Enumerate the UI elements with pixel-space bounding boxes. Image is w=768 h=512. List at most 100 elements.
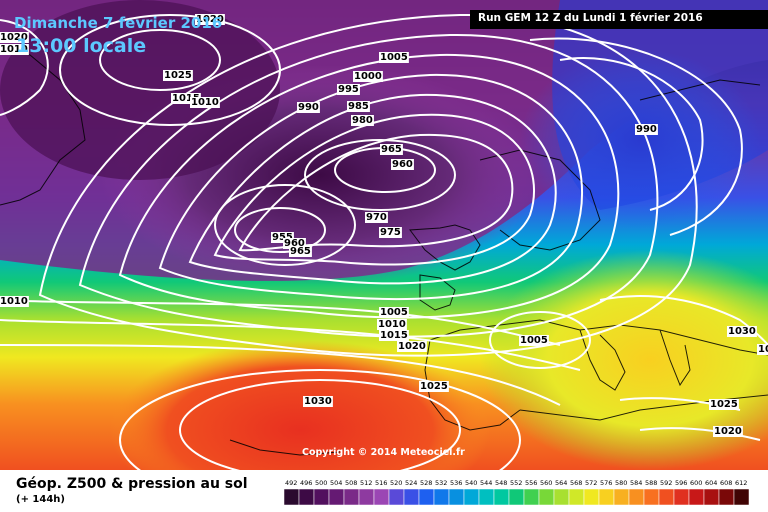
run-info: Run GEM 12 Z du Lundi 1 février 2016: [478, 12, 703, 24]
legend-swatch: [538, 488, 555, 506]
isobar-label: 985: [348, 101, 369, 112]
legend-swatch: [733, 488, 750, 506]
isobar-label-bg: [289, 246, 312, 257]
isobar-label: 1020: [758, 344, 768, 355]
isobar-label-bg: [379, 307, 409, 318]
legend-swatch: [493, 488, 510, 506]
isobar-lines: [0, 13, 768, 470]
legend-tick-label: 600: [690, 479, 702, 487]
legend-swatch: [313, 488, 330, 506]
isobar-label-bg: [397, 341, 427, 352]
isobar-label: 1020: [0, 32, 28, 43]
copyright: Copyright © 2014 Meteociel.fr: [302, 447, 465, 458]
legend-tick-label: 500: [315, 479, 327, 487]
isobar-label: 995: [338, 84, 359, 95]
isobar-label: 1025: [710, 399, 738, 410]
isobar-label-bg: [195, 14, 225, 25]
sw-high-shade: [110, 340, 490, 470]
isobar-label-bg: [353, 71, 383, 82]
legend-swatch: [298, 488, 315, 506]
isobar-label: 1005: [520, 335, 548, 346]
legend-swatch: [613, 488, 630, 506]
isobar-label: 955: [272, 232, 293, 243]
legend-swatch: [553, 488, 570, 506]
isobar-label: 1015: [380, 330, 408, 341]
legend-tick-label: 520: [390, 479, 402, 487]
legend-swatch: [388, 488, 405, 506]
legend-tick-label: 576: [600, 479, 612, 487]
isobar-label: 1020: [398, 341, 426, 352]
legend-swatch: [343, 488, 360, 506]
isobar-label-bg: [709, 399, 739, 410]
isobar-label-bg: [713, 426, 743, 437]
isobar-label-bg: [190, 97, 220, 108]
isobar-label-bg: [519, 335, 549, 346]
isobar-label: 1010: [0, 44, 28, 55]
isobar-label: 1025: [164, 70, 192, 81]
weather-map: 1020 1025 1005 1000 995 990 985 980 965 …: [0, 0, 768, 470]
isobar-label: 975: [380, 227, 401, 238]
legend-tick-label: 604: [705, 479, 717, 487]
isobar-label: 1025: [420, 381, 448, 392]
isobar-label-bg: [0, 44, 29, 55]
legend-tick-label: 596: [675, 479, 687, 487]
legend-tick-label: 568: [570, 479, 582, 487]
isobar-label-bg: [419, 381, 449, 392]
legend-swatch: [658, 488, 675, 506]
isobar-labels: 1020 1025 1005 1000 995 990 985 980 965 …: [0, 14, 768, 437]
legend-swatch: [508, 488, 525, 506]
legend-tick-label: 564: [555, 479, 567, 487]
isobar-label: 960: [284, 238, 305, 249]
isobar-label-bg: [337, 84, 360, 95]
isobar-label-bg: [380, 144, 403, 155]
isobar-label-bg: [379, 227, 402, 238]
legend-tick-label: 516: [375, 479, 387, 487]
isobar-label-bg: [351, 115, 374, 126]
legend-tick-label: 552: [510, 479, 522, 487]
forecast-time: 13:00 locale: [16, 35, 147, 57]
ne-blue-core: [520, 50, 760, 230]
legend-swatches: [284, 488, 750, 506]
isobar-label-bg: [283, 238, 306, 249]
isobar-label: 1005: [380, 52, 408, 63]
legend-tick-label: 528: [420, 479, 432, 487]
legend-tick-label: 560: [540, 479, 552, 487]
isobar-label-bg: [365, 212, 388, 223]
legend-swatch: [598, 488, 615, 506]
isobar-label-bg: [757, 344, 768, 355]
legend-tick-label: 504: [330, 479, 342, 487]
legend-tick-label: 588: [645, 479, 657, 487]
legend-tick-label: 512: [360, 479, 372, 487]
isobar-label: 1010: [0, 296, 28, 307]
legend-swatch: [418, 488, 435, 506]
legend-tick-label: 572: [585, 479, 597, 487]
isobar-label-bg: [635, 124, 658, 135]
legend-swatch: [448, 488, 465, 506]
se-ridge-shade: [480, 250, 768, 470]
legend-swatch: [643, 488, 660, 506]
isobar-label: 1000: [354, 71, 382, 82]
legend-tick-label: 580: [615, 479, 627, 487]
isobar-label: 965: [290, 246, 311, 257]
legend-swatch: [328, 488, 345, 506]
legend-tick-label: 556: [525, 479, 537, 487]
legend-tick-label: 540: [465, 479, 477, 487]
isobar-label-bg: [391, 159, 414, 170]
isobar-label-bg: [163, 70, 193, 81]
isobar-label: 990: [298, 102, 319, 113]
isobar-label-bg: [171, 93, 201, 104]
isobar-label-bg: [0, 296, 29, 307]
product-subtitle: (+ 144h): [16, 494, 65, 505]
isobar-label-bg: [727, 326, 757, 337]
isobar-label-bg: [303, 396, 333, 407]
isobar-label-bg: [297, 102, 320, 113]
legend-tick-label: 532: [435, 479, 447, 487]
isobar-label: 1005: [380, 307, 408, 318]
isobar-label: 1020: [196, 14, 224, 25]
isobar-label: 1015: [172, 93, 200, 104]
legend-tick-label: 592: [660, 479, 672, 487]
legend-swatch: [688, 488, 705, 506]
isobar-label: 990: [636, 124, 657, 135]
isobar-label: 960: [392, 159, 413, 170]
